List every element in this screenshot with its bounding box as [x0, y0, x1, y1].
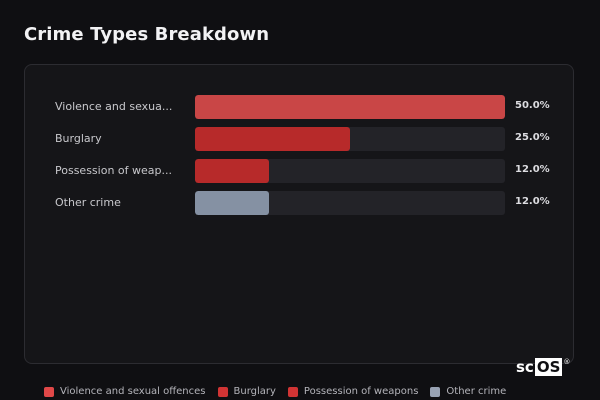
chart-card: Violence and sexua... 50.0% Burglary 25.0% P…	[24, 64, 574, 364]
bar-value-label: 12.0%	[515, 196, 550, 207]
bar-fill	[195, 95, 505, 119]
bar-label: Possession of weap...	[55, 164, 172, 177]
legend-swatch	[430, 386, 441, 397]
legend-label: Other crime	[446, 386, 507, 397]
legend-item: Possession of weapons	[287, 386, 419, 397]
bar-track	[195, 95, 505, 119]
bar-track	[195, 127, 505, 151]
brand-logo: sc OS ®	[516, 358, 571, 376]
legend-label: Burglary	[233, 386, 276, 397]
bar-track	[195, 191, 505, 215]
bar-track	[195, 159, 505, 183]
bar-row: Possession of weap... 12.0%	[25, 159, 573, 183]
bar-value-label: 50.0%	[515, 100, 550, 111]
bar-row: Burglary 25.0%	[25, 127, 573, 151]
bar-fill	[195, 159, 269, 183]
bar-fill	[195, 127, 350, 151]
bar-row: Violence and sexua... 50.0%	[25, 95, 573, 119]
legend-label: Possession of weapons	[303, 386, 419, 397]
page-title: Crime Types Breakdown	[24, 24, 270, 45]
legend-item: Burglary	[217, 386, 276, 397]
legend-item: Violence and sexual offences	[44, 386, 206, 397]
legend-swatch	[217, 386, 228, 397]
bar-row: Other crime 12.0%	[25, 191, 573, 215]
bar-label: Other crime	[55, 196, 121, 209]
legend-swatch	[44, 386, 54, 397]
legend-swatch	[287, 386, 298, 397]
legend-label: Violence and sexual offences	[60, 386, 206, 397]
bar-label: Violence and sexua...	[55, 100, 173, 113]
bar-value-label: 12.0%	[515, 164, 550, 175]
bar-label: Burglary	[55, 132, 102, 145]
legend-item: Other crime	[430, 386, 506, 397]
bar-value-label: 25.0%	[515, 132, 550, 143]
bar-fill	[195, 191, 269, 215]
chart-legend: Violence and sexual offences Burglary Poss…	[44, 386, 506, 397]
